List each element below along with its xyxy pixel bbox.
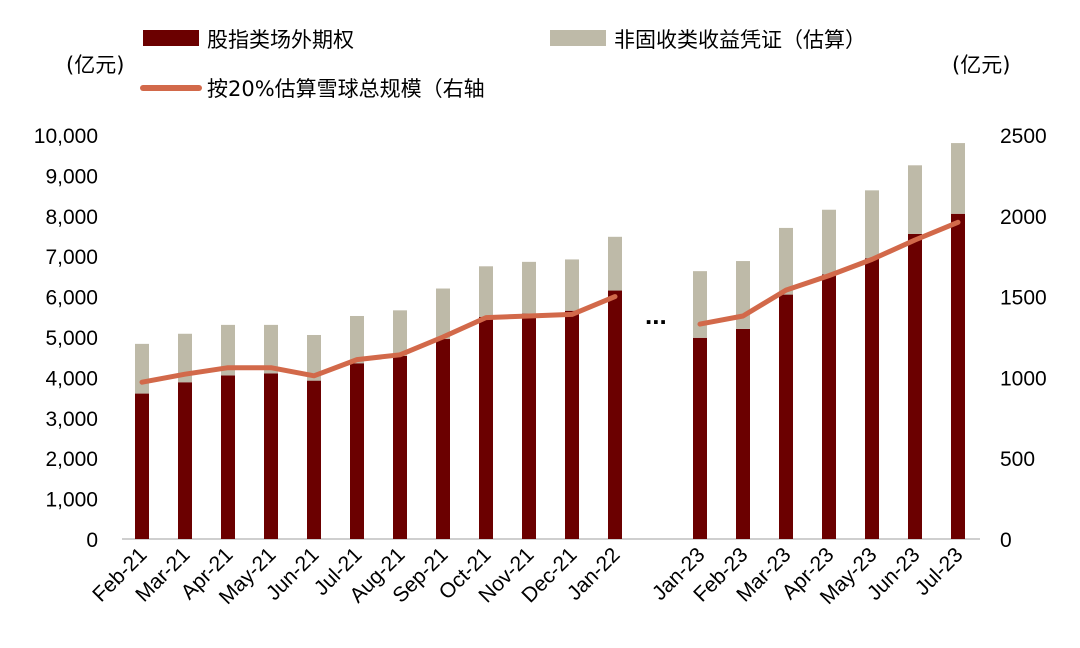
left-tick-label: 7,000 <box>45 246 98 269</box>
bar-income-certificates <box>221 324 235 376</box>
bar-equity-otc-options <box>565 310 579 539</box>
bar-income-certificates <box>307 334 321 381</box>
bar-income-certificates <box>822 209 836 275</box>
line-layer <box>139 219 961 385</box>
x-axis-ticks: Feb-21Mar-21Apr-21May-21Jun-21Jul-21Aug-… <box>88 543 967 609</box>
right-axis-unit: (亿元) <box>952 53 1010 77</box>
legend-label-snowball-line: 按20%估算雪球总规模（右轴 <box>207 77 485 101</box>
right-tick-label: 500 <box>1000 448 1035 471</box>
bar-income-certificates <box>608 236 622 291</box>
left-tick-label: 3,000 <box>45 408 98 431</box>
bar-income-certificates <box>135 343 149 394</box>
bar-equity-otc-options <box>135 393 149 539</box>
bar-equity-otc-options <box>307 380 321 539</box>
bar-equity-otc-options <box>693 337 707 539</box>
bar-equity-otc-options <box>608 290 622 539</box>
bar-income-certificates <box>350 315 364 364</box>
bar-income-certificates <box>522 261 536 314</box>
right-tick-label: 1500 <box>1000 287 1047 310</box>
bar-equity-otc-options <box>736 328 750 539</box>
bar-income-certificates <box>479 266 493 317</box>
left-tick-label: 6,000 <box>45 287 98 310</box>
bar-income-certificates <box>951 143 965 214</box>
left-tick-label: 9,000 <box>45 165 98 188</box>
bar-equity-otc-options <box>178 382 192 539</box>
left-tick-label: 2,000 <box>45 448 98 471</box>
snowball-line <box>139 294 618 385</box>
bar-equity-otc-options <box>865 258 879 539</box>
bar-income-certificates <box>178 333 192 383</box>
right-tick-label: 2500 <box>1000 125 1047 148</box>
bar-equity-otc-options <box>221 375 235 539</box>
right-tick-label: 2000 <box>1000 206 1047 229</box>
bar-income-certificates <box>693 271 707 338</box>
right-tick-label: 0 <box>1000 529 1012 552</box>
right-tick-label: 1000 <box>1000 367 1047 390</box>
left-tick-label: 10,000 <box>34 125 98 148</box>
bar-income-certificates <box>393 310 407 356</box>
bar-equity-otc-options <box>908 233 922 540</box>
legend-swatch-income-certificates <box>550 30 606 46</box>
bar-income-certificates <box>908 165 922 234</box>
bar-income-certificates <box>264 324 278 374</box>
bars <box>135 143 965 540</box>
bar-equity-otc-options <box>522 313 536 539</box>
left-axis-ticks: 0 1,000 2,000 3,000 4,000 5,000 6,000 7,000 8,00… <box>34 125 98 552</box>
snowball-line <box>697 219 961 327</box>
legend: 股指类场外期权 非固收类收益凭证（估算） 按20%估算雪球总规模（右轴 <box>140 28 866 101</box>
left-tick-label: 4,000 <box>45 367 98 390</box>
left-tick-label: 5,000 <box>45 327 98 350</box>
legend-swatch-equity-otc-options <box>143 30 199 46</box>
bar-equity-otc-options <box>436 339 450 539</box>
bar-equity-otc-options <box>350 363 364 539</box>
bar-equity-otc-options <box>264 373 278 539</box>
bar-income-certificates <box>779 227 793 295</box>
legend-label-income-certificates: 非固收类收益凭证（估算） <box>614 28 866 52</box>
bar-equity-otc-options <box>822 274 836 539</box>
bar-equity-otc-options <box>779 294 793 539</box>
bar-equity-otc-options <box>479 316 493 539</box>
bar-income-certificates <box>565 259 579 311</box>
left-axis-unit: (亿元) <box>66 53 124 77</box>
left-tick-label: 8,000 <box>45 206 98 229</box>
x-tick-label: Jul-23 <box>911 543 968 600</box>
bar-income-certificates <box>865 190 879 259</box>
legend-label-equity-otc-options: 股指类场外期权 <box>207 28 354 52</box>
axis-break-ellipsis: ... <box>645 300 667 330</box>
left-tick-label: 1,000 <box>45 489 98 512</box>
left-tick-label: 0 <box>86 529 98 552</box>
right-axis-ticks: 0 500 1000 1500 2000 2500 <box>1000 125 1047 552</box>
bar-equity-otc-options <box>393 355 407 539</box>
bar-income-certificates <box>436 288 450 340</box>
bar-equity-otc-options <box>951 213 965 539</box>
